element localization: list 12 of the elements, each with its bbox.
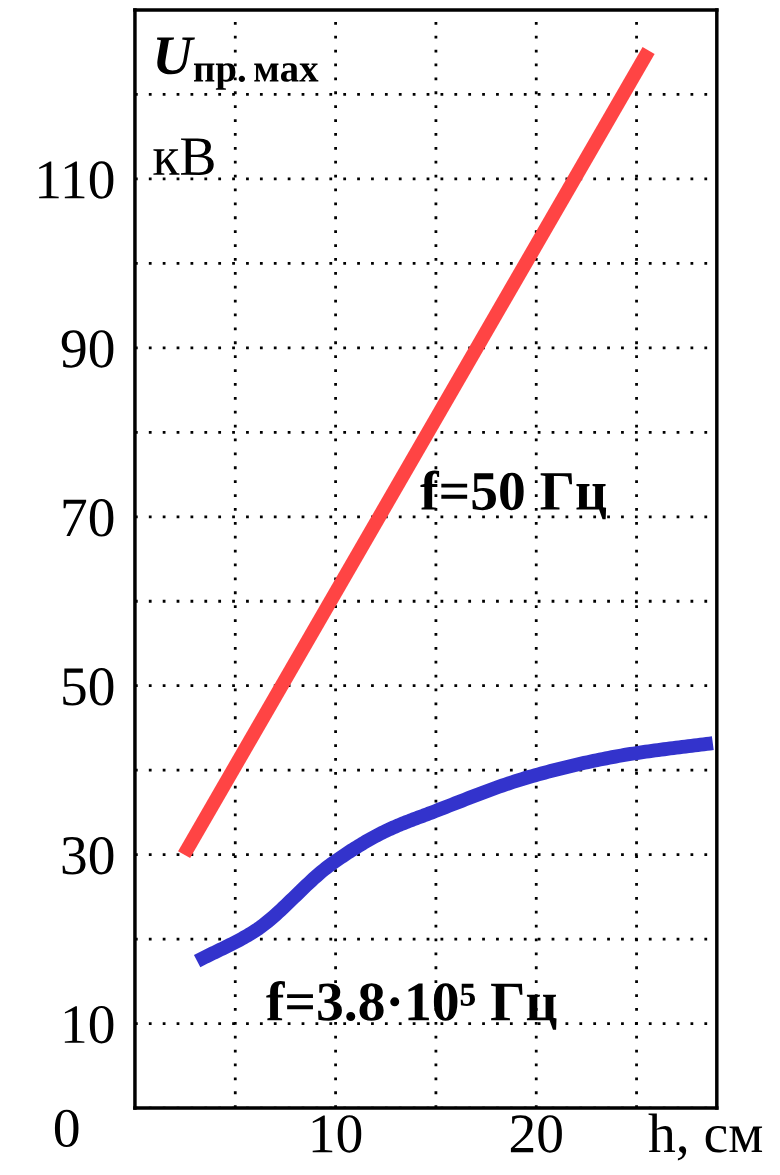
- y-tick-label: 90: [61, 330, 114, 368]
- y-tick-label: 70: [63, 499, 114, 537]
- annotation: f=50 Гц: [420, 470, 607, 520]
- y-tick-label: 30: [62, 836, 114, 875]
- x-axis-title: h, см: [648, 1113, 763, 1161]
- y-tick-label: 50: [63, 668, 114, 706]
- x-tick-label: 20: [510, 1115, 562, 1153]
- y-tick-label: 0: [54, 1109, 79, 1148]
- y-tick-label: 110: [39, 161, 114, 199]
- y-tick-label: 10: [64, 1005, 114, 1044]
- annotation: f=3.8·10⁵ Гц: [266, 981, 557, 1030]
- text: U$_{пр.мах}$ кВ: [153, 37, 319, 175]
